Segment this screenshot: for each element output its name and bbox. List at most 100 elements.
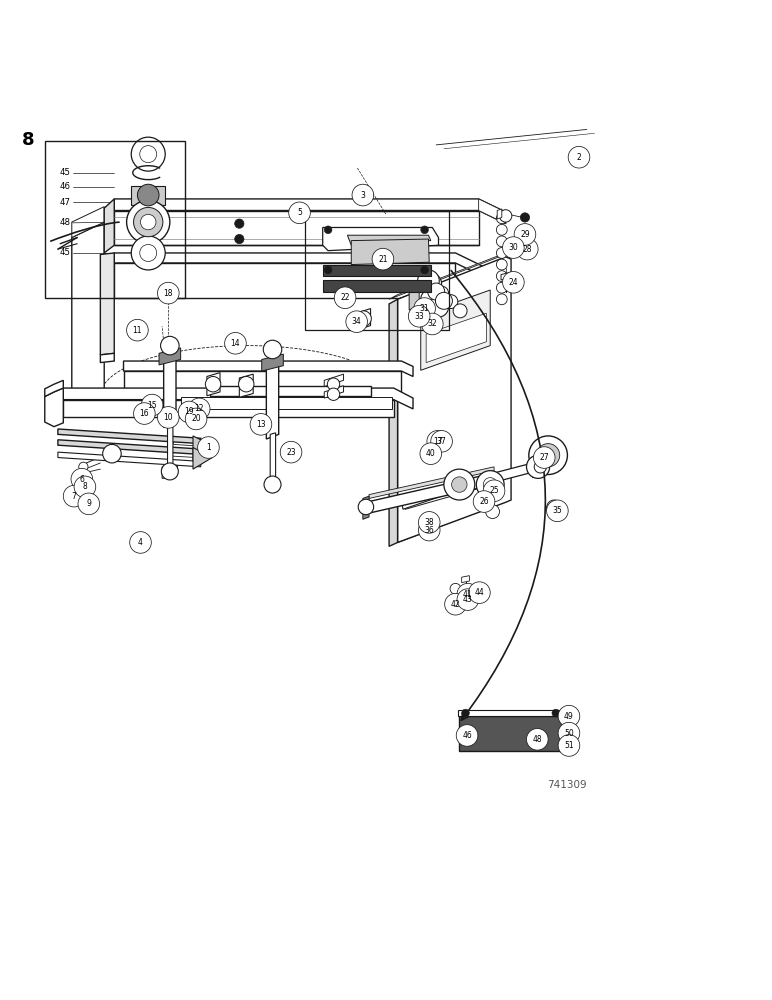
Circle shape [445,593,466,615]
Polygon shape [324,374,344,387]
Polygon shape [369,473,494,513]
Polygon shape [159,348,181,365]
Circle shape [516,238,538,260]
Circle shape [473,491,495,512]
Circle shape [235,219,244,228]
Circle shape [421,226,428,234]
Circle shape [558,722,580,744]
Polygon shape [164,356,176,427]
Polygon shape [72,222,104,407]
Bar [305,211,449,330]
Circle shape [157,282,179,304]
Polygon shape [114,199,506,224]
Text: 19: 19 [185,407,194,416]
Polygon shape [168,421,173,467]
Polygon shape [398,257,511,542]
Circle shape [103,444,121,463]
Polygon shape [266,363,279,439]
Circle shape [235,234,244,244]
Circle shape [435,292,452,309]
Circle shape [352,184,374,206]
Polygon shape [207,373,220,396]
Polygon shape [357,309,371,330]
Polygon shape [494,463,533,482]
Polygon shape [408,261,510,539]
Circle shape [130,532,151,553]
Circle shape [462,709,469,717]
Circle shape [178,401,200,423]
Circle shape [422,313,443,335]
Text: 46: 46 [60,182,71,191]
Text: 15: 15 [147,401,157,410]
Circle shape [131,236,165,270]
Text: 23: 23 [286,448,296,457]
Circle shape [514,224,536,245]
Circle shape [289,202,310,224]
Polygon shape [239,374,253,397]
Polygon shape [426,313,486,363]
Polygon shape [162,465,178,478]
Circle shape [185,408,207,430]
Circle shape [444,295,458,309]
Polygon shape [58,452,201,467]
Circle shape [75,473,87,485]
Circle shape [529,436,567,475]
Circle shape [161,336,179,355]
Text: 8: 8 [83,482,87,491]
Circle shape [74,476,96,498]
Bar [45,141,185,298]
Polygon shape [100,353,114,363]
Circle shape [127,319,148,341]
Text: 41: 41 [463,590,472,599]
Text: 37: 37 [437,437,446,446]
Polygon shape [389,299,398,546]
Polygon shape [323,265,431,276]
Text: 36: 36 [425,526,434,535]
Polygon shape [63,400,394,417]
Circle shape [499,210,512,222]
Circle shape [547,500,562,515]
Polygon shape [347,235,431,245]
Text: 6: 6 [80,475,84,484]
Circle shape [408,305,430,327]
Circle shape [157,407,179,428]
Circle shape [327,378,340,390]
Text: 14: 14 [231,339,240,348]
Circle shape [264,476,281,493]
Polygon shape [458,710,565,716]
Circle shape [470,591,481,602]
Circle shape [140,146,157,163]
Text: 8: 8 [22,131,34,149]
Circle shape [140,244,157,261]
Text: 48: 48 [60,218,71,227]
Text: 741309: 741309 [547,780,587,790]
Circle shape [503,271,524,293]
Text: 29: 29 [520,230,530,239]
Polygon shape [181,397,392,409]
Polygon shape [323,227,438,251]
Text: 4: 4 [138,538,143,547]
Circle shape [225,332,246,354]
Text: 12: 12 [195,404,204,413]
Polygon shape [45,388,63,427]
Circle shape [134,403,155,424]
Circle shape [421,266,428,274]
Polygon shape [398,259,510,299]
Circle shape [483,480,505,502]
Polygon shape [63,388,413,409]
Polygon shape [210,386,371,396]
Circle shape [127,200,170,244]
Circle shape [137,184,159,206]
Polygon shape [398,299,408,542]
Text: 22: 22 [340,293,350,302]
Polygon shape [369,467,494,498]
Polygon shape [421,290,490,370]
Polygon shape [114,211,479,245]
Text: 47: 47 [60,198,71,207]
Circle shape [558,735,580,756]
Text: 50: 50 [564,729,574,738]
Circle shape [534,461,547,473]
Circle shape [496,213,507,224]
Circle shape [427,431,449,452]
Polygon shape [323,280,431,292]
